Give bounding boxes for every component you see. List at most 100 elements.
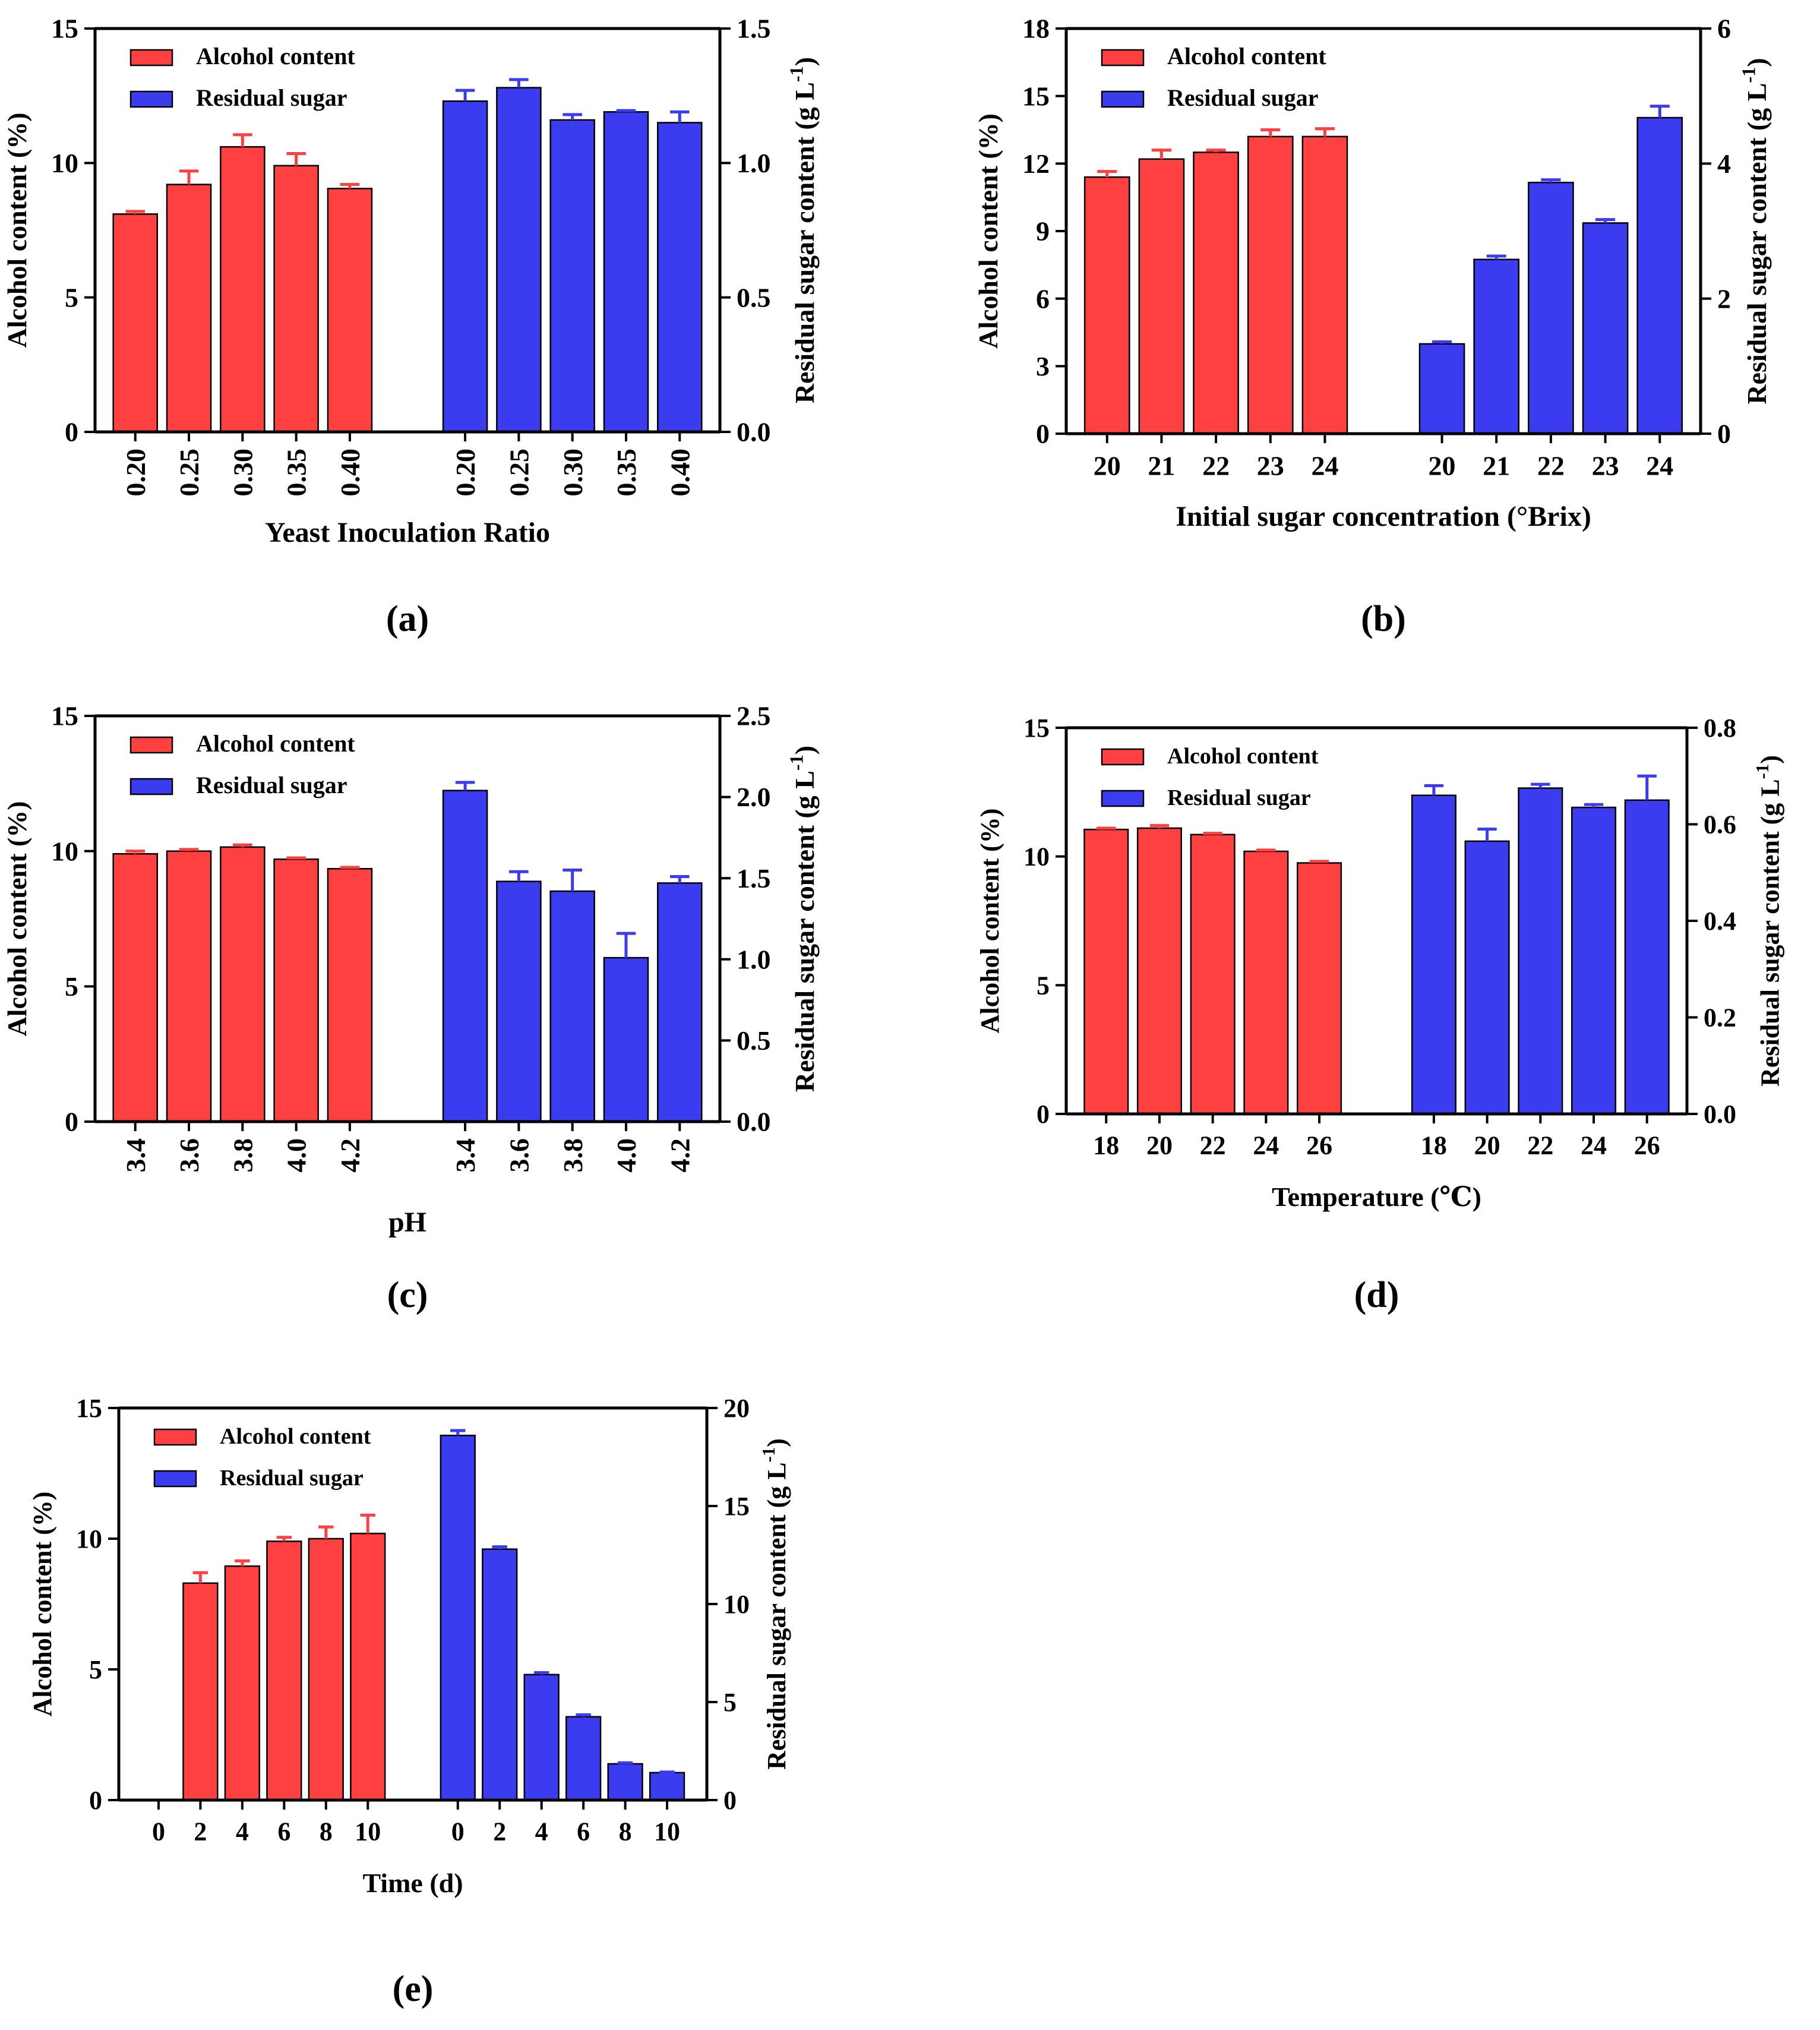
y-tick-label-right: 0.0 [737, 417, 771, 447]
x-tick-label: 0.20 [450, 449, 481, 497]
bar-sugar-18 [1411, 794, 1456, 1115]
bar-alcohol-10 [350, 1532, 386, 1801]
panel-label: (a) [386, 599, 429, 639]
x-axis-label: Temperature (℃) [1272, 1182, 1481, 1212]
legend-label: Residual sugar [1167, 785, 1311, 810]
bar-sugar-21 [1473, 258, 1520, 435]
bar-sugar-8 [607, 1763, 643, 1801]
y-tick-label-left: 15 [51, 14, 78, 44]
bar-alcohol-22 [1190, 834, 1236, 1115]
bar-sugar-2 [482, 1548, 518, 1801]
y-tick-label-left: 12 [1022, 149, 1050, 179]
y-tick-label-right: 1.5 [737, 863, 771, 894]
y-tick-label-right: 0.6 [1704, 810, 1736, 839]
bar-sugar-6 [565, 1716, 602, 1801]
bar-alcohol-2 [182, 1582, 219, 1801]
x-tick-label: 6 [277, 1817, 290, 1846]
y-tick-label-right: 2.5 [737, 701, 771, 731]
y-axis-label-left: Alcohol content (%) [2, 801, 32, 1036]
x-tick-label: 3.8 [228, 1138, 258, 1173]
x-tick-label: 24 [1311, 450, 1338, 481]
y-tick-label-right: 0.0 [1704, 1100, 1736, 1129]
x-tick-label: 22 [1200, 1131, 1226, 1160]
legend-swatch-sugar [1101, 790, 1145, 807]
legend-label: Alcohol content [196, 730, 355, 757]
y-axis-label-left: Alcohol content (%) [28, 1492, 57, 1717]
chart-panel-a: 0.20 0.25 0.30 0.35 0.40 0.20 0.25 0.30 0.35 0.40… [2, 14, 820, 639]
y-axis-label-right: Residual sugar content (g L-1) [759, 1438, 791, 1770]
legend-swatch-sugar [1101, 90, 1145, 108]
x-tick-label: 4 [236, 1817, 249, 1846]
y-axis-label-right: Residual sugar content (g L-1) [785, 746, 819, 1092]
legend-swatch-sugar [153, 1470, 197, 1488]
x-tick-label: 8 [320, 1817, 333, 1846]
legend-swatch-alcohol [129, 736, 173, 754]
y-tick-label-right: 1.0 [737, 944, 771, 974]
bar-alcohol-0.30 [220, 146, 266, 433]
y-tick-label-right: 10 [723, 1590, 750, 1619]
legend-swatch-alcohol [1101, 49, 1145, 67]
y-tick-label-left: 15 [1022, 81, 1050, 111]
x-tick-label: 8 [619, 1817, 632, 1846]
bar-sugar-26 [1624, 799, 1670, 1115]
x-tick-label: 0.35 [282, 449, 312, 497]
x-tick-label: 3.6 [504, 1138, 534, 1173]
x-tick-label: 22 [1537, 450, 1565, 481]
x-tick-label: 0.20 [121, 449, 151, 497]
x-tick-label: 2 [493, 1817, 506, 1846]
bar-alcohol-3.6 [166, 850, 212, 1123]
y-tick-label-left: 0 [65, 1107, 78, 1137]
x-tick-label: 24 [1646, 450, 1673, 481]
bar-alcohol-8 [308, 1538, 344, 1801]
legend-swatch-alcohol [1101, 748, 1145, 766]
x-tick-label: 6 [577, 1817, 590, 1846]
bar-alcohol-6 [266, 1540, 302, 1801]
bar-alcohol-0.40 [327, 188, 373, 433]
bar-sugar-3.4 [442, 790, 488, 1123]
y-tick-label-left: 15 [51, 701, 78, 731]
x-tick-label: 3.4 [450, 1138, 481, 1173]
bar-alcohol-4 [224, 1565, 261, 1801]
panel-label: (e) [393, 1969, 434, 2009]
bar-alcohol-4.0 [273, 858, 319, 1123]
legend-label: Residual sugar [196, 772, 347, 798]
y-tick-label-right: 5 [723, 1688, 737, 1717]
y-tick-label-left: 0 [1036, 419, 1050, 449]
bar-alcohol-20 [1083, 176, 1130, 435]
chart-panel-b: 20 21 22 23 24 20 21 22 23 2403691215180246Alcoho… [973, 14, 1772, 639]
panel-label: (c) [387, 1275, 428, 1315]
y-tick-label-right: 0 [723, 1786, 737, 1815]
y-tick-label-left: 15 [76, 1394, 102, 1423]
y-tick-label-right: 1.0 [737, 148, 771, 178]
x-axis-label: pH [388, 1207, 426, 1238]
chart-panel-d: 18 20 22 24 26 18 20 22 24 26 0 5 10 15 0.0 0.2 0.4 0.6 0.… [975, 714, 1784, 1315]
bar-sugar-4.2 [657, 882, 703, 1123]
x-tick-label: 20 [1094, 450, 1121, 481]
panel-label: (d) [1354, 1275, 1399, 1315]
y-tick-label-right: 0.2 [1704, 1003, 1736, 1032]
bar-alcohol-18 [1083, 828, 1129, 1115]
x-tick-label: 4.2 [665, 1138, 695, 1173]
legend-swatch-alcohol [129, 49, 173, 67]
y-tick-label-left: 0 [1037, 1100, 1050, 1129]
bar-sugar-4 [523, 1674, 560, 1801]
bar-alcohol-23 [1247, 135, 1294, 435]
bar-sugar-0.35 [603, 111, 649, 433]
y-axis-label-left: Alcohol content (%) [975, 809, 1004, 1034]
x-tick-label: 4.2 [335, 1138, 365, 1173]
x-tick-label: 0.40 [335, 449, 365, 497]
chart-panel-c: 3.4 3.6 3.8 4.0 4.2 3.4 3.6 3.8 4.0 4.2 0 5 10 15 0.0 0… [2, 701, 820, 1315]
y-tick-label-left: 3 [1036, 351, 1050, 381]
x-tick-label: 21 [1148, 450, 1175, 481]
bar-sugar-22 [1518, 787, 1563, 1115]
y-tick-label-left: 15 [1023, 714, 1050, 743]
x-tick-label: 18 [1421, 1131, 1447, 1160]
legend-swatch-alcohol [153, 1428, 197, 1446]
bar-sugar-20 [1418, 343, 1465, 435]
legend-label: Alcohol content [220, 1424, 371, 1449]
y-tick-label-right: 4 [1717, 149, 1731, 179]
bar-alcohol-0.20 [112, 213, 158, 433]
bar-sugar-0 [440, 1434, 476, 1801]
x-axis-label: Yeast Inoculation Ratio [265, 517, 550, 548]
